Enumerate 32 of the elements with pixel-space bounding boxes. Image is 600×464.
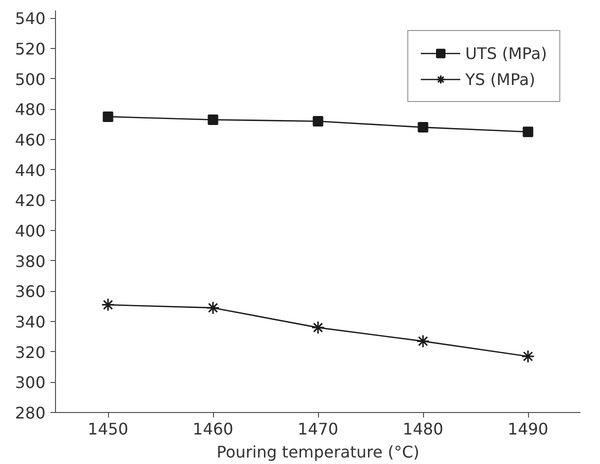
point (206, 301, 220, 315)
legend-label: YS (MPa) (465, 70, 536, 88)
y-tick-label: 340 (14, 312, 46, 332)
y-tick-label: 420 (14, 191, 46, 210)
point (521, 350, 535, 364)
y-tick-label: 520 (14, 39, 46, 58)
point (418, 122, 428, 133)
point (311, 320, 325, 334)
x-axis-title: Pouring temperature (°C) (216, 442, 420, 462)
y-tick-label: 440 (14, 160, 46, 180)
point (416, 334, 430, 348)
y-tick-label: 480 (14, 100, 46, 120)
point (102, 111, 114, 122)
x-tick-label: 1470 (298, 420, 338, 438)
y-tick-label: 300 (14, 373, 46, 392)
y-tick-label: 280 (14, 404, 46, 422)
x-tick-label: 1450 (88, 420, 128, 438)
x-tick-label: 1490 (508, 420, 548, 438)
x-tick-label: 1460 (192, 420, 234, 438)
y-tick-label: 400 (14, 221, 46, 240)
point (101, 298, 115, 312)
point (522, 126, 534, 138)
y-tick-label: 500 (14, 70, 46, 89)
x-tick-label: 1480 (402, 420, 444, 438)
point (208, 114, 218, 125)
legend-label: UTS (MPa) (465, 44, 547, 62)
y-tick-label: 540 (14, 9, 46, 28)
y-tick-label: 460 (14, 130, 46, 150)
y-tick-label: 320 (14, 342, 46, 362)
y-tick-label: 380 (14, 252, 46, 271)
point (312, 116, 324, 126)
y-tick-label: 360 (14, 282, 46, 302)
